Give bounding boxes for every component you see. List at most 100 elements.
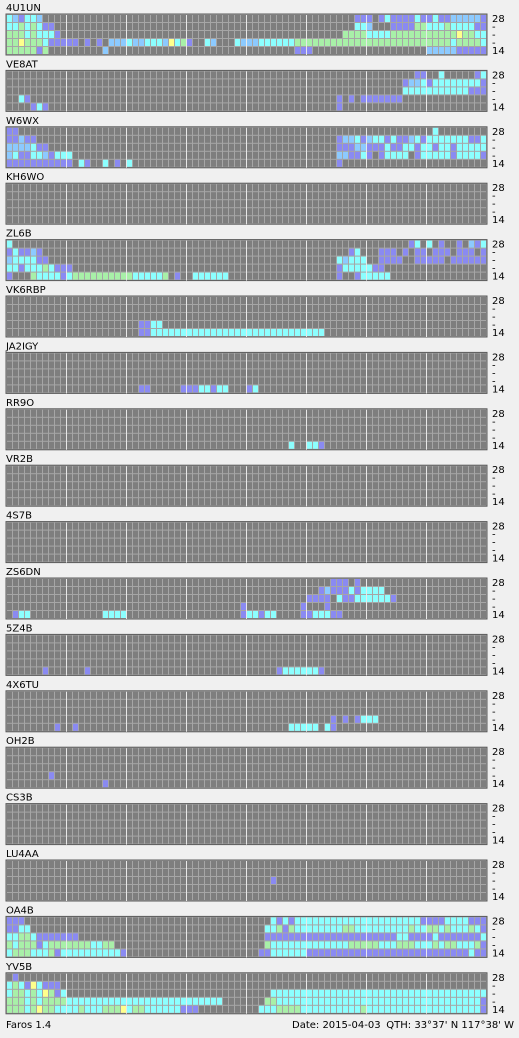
cell [445, 200, 450, 208]
cell [187, 321, 192, 328]
cell [319, 184, 324, 192]
cell [343, 377, 348, 385]
cell [361, 554, 366, 562]
cell [457, 305, 462, 312]
cell [7, 353, 12, 361]
cell [241, 546, 246, 554]
cell [367, 313, 372, 320]
cell [103, 417, 108, 425]
cell [175, 546, 180, 554]
cell [205, 71, 210, 79]
cell [217, 490, 222, 498]
cell [163, 490, 168, 498]
cell [439, 297, 444, 304]
cell [169, 297, 174, 304]
cell [331, 433, 336, 441]
cell [139, 611, 144, 618]
cell [277, 127, 282, 135]
cell [271, 595, 276, 602]
cell [19, 353, 24, 361]
cell [391, 151, 396, 159]
cell [55, 272, 60, 280]
cell [367, 353, 372, 361]
cell [247, 385, 252, 393]
cell [151, 498, 156, 506]
cell [103, 321, 108, 328]
cell [301, 272, 306, 280]
cell [163, 248, 168, 256]
cell [403, 417, 408, 425]
cell [451, 385, 456, 393]
cell [283, 603, 288, 610]
cell [139, 305, 144, 312]
cell [439, 385, 444, 393]
cell [13, 603, 18, 610]
cell [91, 474, 96, 482]
cell [481, 200, 486, 208]
cell [325, 39, 330, 46]
cell [427, 353, 432, 361]
cell [199, 587, 204, 594]
cell [121, 425, 126, 433]
cell [313, 159, 318, 167]
cell [277, 361, 282, 369]
cell [169, 103, 174, 111]
cell [313, 192, 318, 200]
cell [385, 15, 390, 22]
cell [25, 651, 30, 659]
cell [289, 95, 294, 103]
cell [31, 216, 36, 224]
cell [91, 95, 96, 103]
cell [355, 353, 360, 361]
cell [139, 466, 144, 474]
cell [283, 554, 288, 562]
cell [451, 87, 456, 95]
cell [319, 490, 324, 498]
cell [265, 321, 270, 328]
cell [31, 248, 36, 256]
cell [259, 587, 264, 594]
cell [175, 554, 180, 562]
cell [259, 433, 264, 441]
cell [247, 272, 252, 280]
cell [367, 522, 372, 530]
cell [49, 297, 54, 304]
cell [193, 216, 198, 224]
cell [157, 611, 162, 618]
cell [391, 264, 396, 272]
cell [139, 135, 144, 143]
cell [481, 127, 486, 135]
cell [289, 216, 294, 224]
cell [253, 466, 258, 474]
cell [409, 208, 414, 216]
cell [439, 248, 444, 256]
cell [247, 587, 252, 594]
cell [109, 546, 114, 554]
cell [199, 216, 204, 224]
cell [127, 603, 132, 610]
cell [301, 425, 306, 433]
cell [289, 611, 294, 618]
cell [61, 425, 66, 433]
cell [139, 554, 144, 562]
cell [331, 643, 336, 651]
cell [175, 127, 180, 135]
cell [433, 353, 438, 361]
cell [319, 409, 324, 417]
cell [439, 240, 444, 248]
cell [73, 305, 78, 312]
cell [229, 248, 234, 256]
cell [259, 305, 264, 312]
cell [211, 433, 216, 441]
cell [421, 240, 426, 248]
cell [13, 47, 18, 54]
cell [37, 635, 42, 643]
cell [481, 433, 486, 441]
cell [121, 611, 126, 618]
cell [259, 490, 264, 498]
cell [19, 313, 24, 320]
cell [289, 103, 294, 111]
cell [331, 587, 336, 594]
cell [253, 256, 258, 264]
cell [145, 482, 150, 490]
